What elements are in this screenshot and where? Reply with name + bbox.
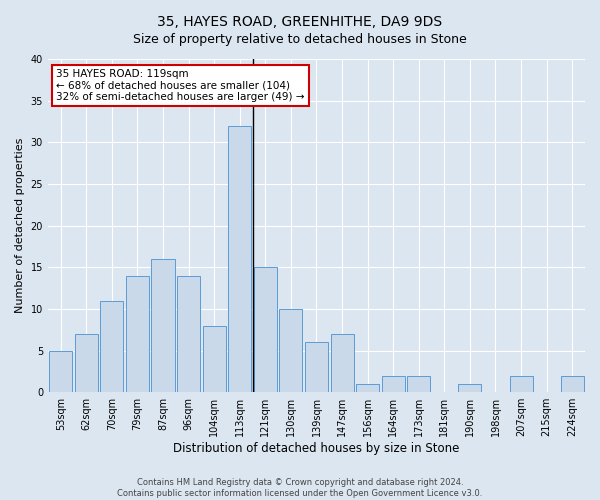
Bar — [382, 376, 404, 392]
Bar — [458, 384, 481, 392]
Bar — [228, 126, 251, 392]
Bar — [75, 334, 98, 392]
Text: Size of property relative to detached houses in Stone: Size of property relative to detached ho… — [133, 32, 467, 46]
Bar — [151, 259, 175, 392]
Bar — [100, 300, 124, 392]
Text: 35 HAYES ROAD: 119sqm
← 68% of detached houses are smaller (104)
32% of semi-det: 35 HAYES ROAD: 119sqm ← 68% of detached … — [56, 69, 304, 102]
Bar — [203, 326, 226, 392]
X-axis label: Distribution of detached houses by size in Stone: Distribution of detached houses by size … — [173, 442, 460, 455]
Text: Contains HM Land Registry data © Crown copyright and database right 2024.
Contai: Contains HM Land Registry data © Crown c… — [118, 478, 482, 498]
Bar — [126, 276, 149, 392]
Bar — [356, 384, 379, 392]
Bar — [407, 376, 430, 392]
Text: 35, HAYES ROAD, GREENHITHE, DA9 9DS: 35, HAYES ROAD, GREENHITHE, DA9 9DS — [157, 15, 443, 29]
Bar — [561, 376, 584, 392]
Bar — [177, 276, 200, 392]
Bar — [305, 342, 328, 392]
Y-axis label: Number of detached properties: Number of detached properties — [15, 138, 25, 314]
Bar — [509, 376, 533, 392]
Bar — [280, 309, 302, 392]
Bar — [49, 350, 72, 392]
Bar — [254, 268, 277, 392]
Bar — [331, 334, 353, 392]
